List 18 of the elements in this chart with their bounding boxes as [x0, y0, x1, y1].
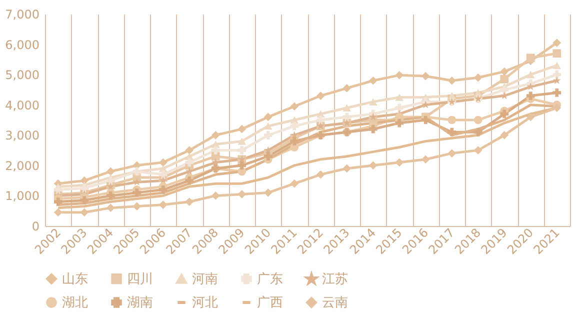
legend-label: 广东	[257, 272, 283, 287]
legend-label: 四川	[127, 272, 153, 287]
y-tick-label: 6,000	[5, 38, 40, 52]
y-tick-label: 1,000	[5, 189, 40, 204]
legend-label: 湖南	[127, 296, 153, 310]
legend-label: 江苏	[322, 272, 348, 288]
legend-label: 广西	[257, 296, 283, 310]
y-tick-label: 4,000	[5, 98, 40, 112]
legend-label: 湖北	[62, 296, 88, 310]
y-tick-label: 7,000	[5, 8, 40, 22]
y-tick-label: 0	[32, 220, 40, 234]
legend-label: 河北	[192, 296, 218, 310]
legend-label: 云南	[322, 296, 348, 310]
y-tick-label: 3,000	[5, 128, 40, 143]
legend-label: 河南	[192, 272, 218, 288]
y-tick-label: 5,000	[5, 68, 40, 82]
y-tick-label: 2,000	[5, 158, 40, 173]
legend-label: 山东	[62, 272, 88, 287]
